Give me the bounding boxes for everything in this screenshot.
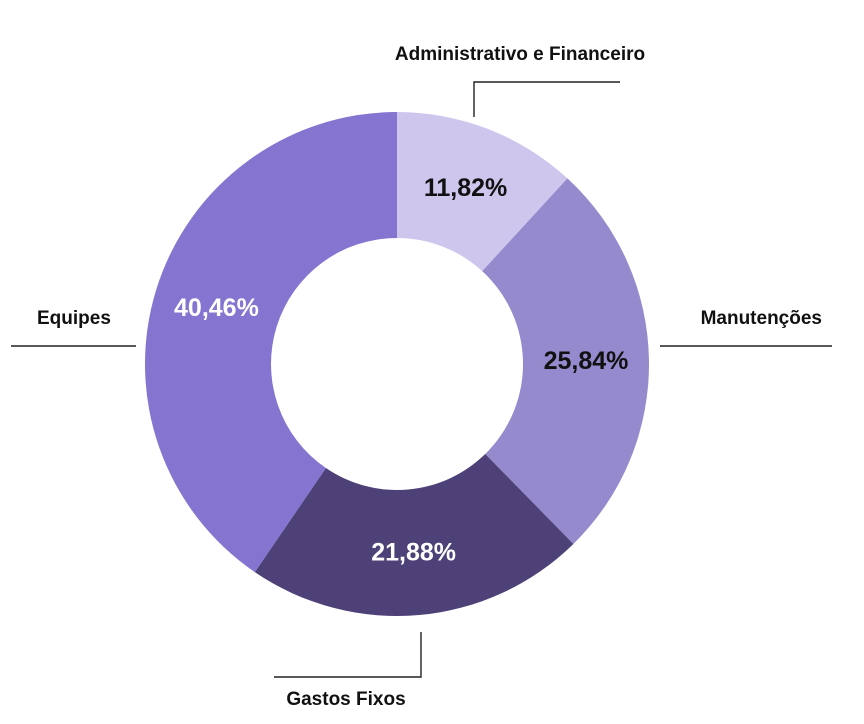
category-label-equipes: Equipes — [37, 308, 111, 329]
donut-slice-administrativo-e-financeiro — [397, 112, 568, 272]
percent-labels: 11,82% 25,84% 21,88% 40,46% — [174, 174, 628, 566]
donut-slice-manutencoes — [482, 178, 650, 544]
percent-label-administrativo-e-financeiro: 11,82% — [424, 174, 507, 202]
donut-slices — [145, 112, 650, 617]
donut-slice-gastos-fixos — [254, 453, 574, 617]
category-label-gastos-fixos: Gastos Fixos — [286, 689, 405, 710]
category-label-manutencoes: Manutenções — [701, 308, 822, 329]
leader-line-gastos-fixos — [274, 632, 422, 678]
category-label-administrativo: Administrativo e Financeiro — [395, 44, 645, 65]
leader-line-administrativo — [473, 81, 620, 117]
percent-label-gastos-fixos: 21,88% — [371, 538, 456, 566]
percent-label-equipes: 40,46% — [174, 294, 259, 322]
percent-label-manutencoes: 25,84% — [544, 347, 629, 375]
donut-slice-equipes — [145, 112, 397, 573]
